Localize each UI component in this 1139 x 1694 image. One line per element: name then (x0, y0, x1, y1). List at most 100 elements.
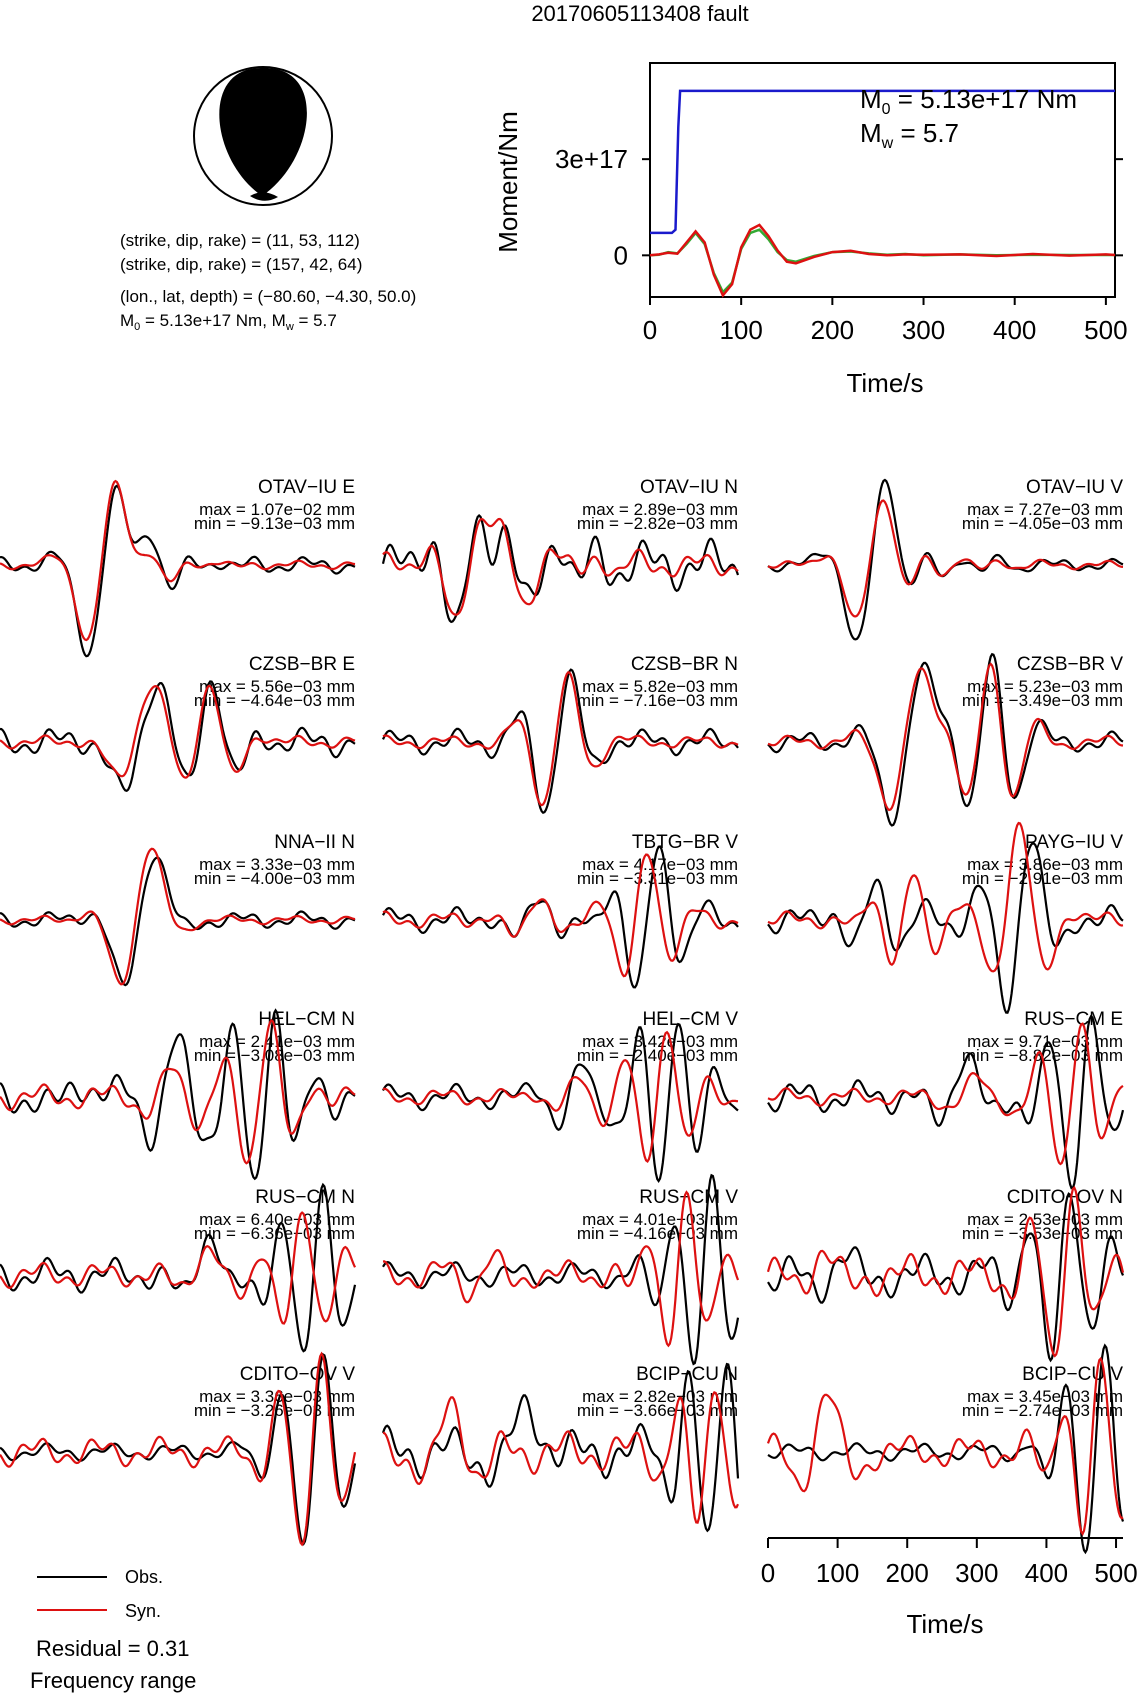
trace-station-label: OTAV−IU V (1026, 477, 1123, 498)
trace-obs (382, 1173, 740, 1366)
trace-max-label: max = 3.86e−03 mm (967, 855, 1123, 874)
trace-station-label: CDITO−OV V (240, 1364, 356, 1385)
trace-max-label: max = 3.45e−03 mm (967, 1387, 1123, 1406)
trace-max-label: max = 4.17e−03 mm (582, 855, 738, 874)
trace-syn (382, 1030, 739, 1163)
moment-x-label: Time/s (846, 368, 923, 398)
moment-x-tick-label: 100 (719, 315, 762, 345)
trace-syn (767, 662, 1124, 812)
moment-summary: M0 = 5.13e+17 Nm, Mw = 5.7 (120, 311, 337, 333)
trace-station-label: CZSB−BR E (249, 654, 355, 675)
trace-syn (0, 684, 356, 779)
trace-max-label: max = 9.71e−03 mm (967, 1032, 1123, 1051)
trace-max-label: max = 2.82e−03 mm (582, 1387, 738, 1406)
trace-obs (381, 1362, 740, 1533)
trace-obs (0, 1008, 356, 1181)
moment-x-tick-label: 400 (993, 315, 1036, 345)
moment-series-stf (649, 228, 1115, 295)
wave-x-tick-label: 0 (761, 1558, 775, 1588)
trace-min-label: min = −6.36e−03 mm (194, 1224, 355, 1243)
trace-obs (0, 1182, 357, 1353)
trace-syn (382, 671, 739, 807)
trace-station-label: CZSB−BR N (631, 654, 738, 675)
moment-x-tick-label: 0 (643, 315, 657, 345)
trace-max-label: max = 5.82e−03 mm (582, 677, 738, 696)
trace-station-label: OTAV−IU E (258, 477, 355, 498)
fault-plane-1: (strike, dip, rake) = (11, 53, 112) (120, 231, 360, 250)
trace-min-label: min = −3.08e−03 mm (194, 1046, 355, 1065)
trace-obs (0, 484, 356, 658)
wave-x-tick-label: 300 (955, 1558, 998, 1588)
wave-x-tick-label: 400 (1025, 1558, 1068, 1588)
trace-station-label: HEL−CM N (258, 1009, 355, 1030)
trace-station-label: CZSB−BR V (1017, 654, 1123, 675)
trace-min-label: min = −3.53e−03 mm (962, 1224, 1123, 1243)
moment-x-tick-label: 200 (811, 315, 854, 345)
trace-min-label: min = −2.74e−03 mm (962, 1401, 1123, 1420)
trace-station-label: NNA−II N (274, 832, 355, 853)
trace-min-label: min = −4.16e−03 mm (577, 1224, 738, 1243)
frequency-range-label: Frequency range (30, 1668, 196, 1693)
trace-min-label: min = −7.16e−03 mm (577, 691, 738, 710)
trace-station-label: CDITO−OV N (1007, 1187, 1123, 1208)
trace-min-label: min = −3.49e−03 mm (962, 691, 1123, 710)
trace-min-label: min = −9.13e−03 mm (194, 514, 355, 533)
trace-min-label: min = −3.66e−03 mm (577, 1401, 738, 1420)
trace-syn (0, 847, 356, 986)
trace-station-label: OTAV−IU N (640, 477, 738, 498)
trace-syn (382, 1190, 740, 1348)
legend: Obs. Syn. (37, 1567, 163, 1621)
trace-max-label: max = 3.42e−03 mm (582, 1032, 738, 1051)
trace-max-label: max = 7.27e−03 mm (967, 500, 1123, 519)
trace-max-label: max = 5.23e−03 mm (967, 677, 1123, 696)
trace-obs (382, 668, 739, 815)
waveform-time-axis: 0 100 200 300 400 500 (761, 1537, 1138, 1588)
trace-syn (766, 1185, 1125, 1358)
moment-series-moment (650, 89, 1115, 235)
trace-max-label: max = 4.01e−03 mm (582, 1210, 738, 1229)
moment-x-tick-label: 300 (902, 315, 945, 345)
wave-x-tick-label: 500 (1094, 1558, 1137, 1588)
wave-x-tick-label: 100 (816, 1558, 859, 1588)
trace-min-label: min = −4.64e−03 mm (194, 691, 355, 710)
trace-max-label: max = 6.40e−03 mm (199, 1210, 355, 1229)
trace-max-label: max = 1.07e−02 mm (199, 500, 355, 519)
trace-min-label: min = −3.31e−03 mm (577, 869, 738, 888)
trace-syn (767, 821, 1124, 973)
trace-max-label: max = 2.89e−03 mm (582, 500, 738, 519)
trace-syn (0, 479, 356, 642)
trace-min-label: min = −4.05e−03 mm (962, 514, 1123, 533)
trace-max-label: max = 3.33e−03 mm (199, 855, 355, 874)
trace-min-label: min = −2.40e−03 mm (577, 1046, 738, 1065)
trace-max-label: max = 5.56e−03 mm (199, 677, 355, 696)
beachball-lower-lobe (250, 192, 278, 201)
moment-x-tick-label: 500 (1084, 315, 1127, 345)
trace-station-label: TBTG−BR V (632, 832, 738, 853)
legend-obs-label: Obs. (125, 1567, 163, 1587)
trace-min-label: min = −4.00e−03 mm (194, 869, 355, 888)
beachball (193, 66, 333, 206)
trace-station-label: RUS−CM E (1024, 1009, 1123, 1030)
trace-syn (0, 1351, 357, 1547)
trace-obs (767, 1343, 1125, 1555)
hypocenter-location: (lon., lat, depth) = (−80.60, −4.30, 50.… (120, 287, 416, 306)
fault-plane-2: (strike, dip, rake) = (157, 42, 64) (120, 255, 362, 274)
moment-axes: 0 100 200 300 400 500 0 3e+17 (555, 144, 1128, 345)
moment-y-tick-label: 3e+17 (555, 144, 628, 174)
trace-syn (766, 1356, 1124, 1536)
wave-x-tick-label: 200 (886, 1558, 929, 1588)
